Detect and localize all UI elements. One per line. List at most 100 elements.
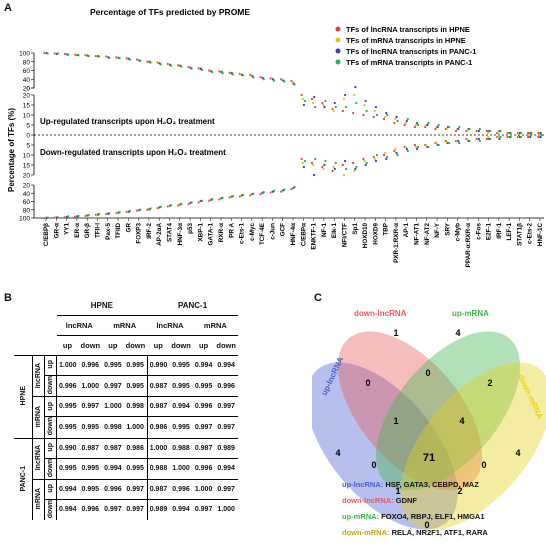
point-down [396,153,399,157]
point-down [485,137,489,141]
point-down [363,159,366,163]
point-up [373,109,376,113]
table-cell: 0.996 [192,396,215,417]
point-down [159,205,162,208]
point-down [519,135,523,139]
point-down [374,159,378,163]
x-tick-label: AP-1 [403,223,410,238]
x-tick-label: NF-AT1 [414,223,421,245]
venn-count: 71 [423,452,435,464]
table-dir-header: down [78,335,103,356]
table-cell: 0.995 [123,374,148,397]
table-row-dir: down [44,457,57,480]
row-dir-label: up [47,442,54,452]
table-cell: 0.995 [192,374,215,397]
y-tick-mid: 5 [26,123,30,130]
point-up [97,55,101,58]
point-down [458,141,461,145]
point-up [414,123,418,127]
point-up [221,72,224,75]
x-tick-label: PR A [228,223,235,238]
point-up [537,131,540,135]
point-down [200,199,204,202]
x-tick-label: c-Fos [475,223,482,240]
table-cell: 0.995 [123,355,148,376]
table-cell: 0.989 [214,437,238,459]
point-down [478,139,481,143]
point-up [322,103,325,107]
point-up [283,80,286,83]
point-up [321,101,324,105]
table-cell: 1.000 [123,416,148,439]
point-down [509,135,512,139]
x-tick-label: C/EBPα [300,223,307,246]
table-row-dir: up [44,478,57,500]
point-down [118,211,121,214]
point-up [303,99,306,103]
point-down [313,173,316,177]
point-up [344,105,348,109]
table-cell: 0.997 [102,374,124,397]
point-down [354,167,357,171]
point-down [384,151,387,155]
point-down [444,139,447,143]
row-dir-label: up [47,360,54,369]
table-cell: 0.995 [102,355,124,376]
point-up [211,71,214,74]
point-down [352,161,355,165]
gene-list: RELA, NR2F1, ATF1, RARA [389,528,488,537]
point-up [252,76,255,79]
point-down [477,137,480,141]
table-row-dir: up [44,437,57,459]
table-cell: 0.997 [78,396,103,417]
table-cell: 0.987 [192,437,215,459]
point-up [404,121,407,125]
point-up [394,117,397,121]
venn-set-label: down-lncRNA [354,309,407,318]
point-up [424,125,427,129]
point-up [352,111,355,115]
point-up [375,113,379,117]
x-tick-label: c-Myb [455,223,462,241]
table-cell: 0.994 [56,478,79,500]
point-down [406,149,409,153]
x-tick-label: FOXP3 [136,223,143,244]
point-up [323,105,326,109]
point-down [372,155,375,159]
point-up [497,131,500,135]
y-tick-mid: 20 [23,93,31,100]
x-axis-labels: C/EBPβ GR-α YY1 ER-α GR-β TFII-I Pax-5 TFIID GR F… [43,218,544,267]
point-down [529,135,532,139]
point-down [499,135,502,139]
venn-count: 4 [335,448,340,458]
table-cell: 1.000 [169,457,193,480]
point-down [395,151,398,155]
point-down [242,193,245,196]
table-cell: 0.997 [192,416,215,439]
row-dir-label: up [47,484,54,493]
x-tick-label: p53 [187,223,194,234]
point-up [468,127,471,131]
y-tick-mid: 10 [23,153,31,160]
table-cell: 0.986 [147,416,170,439]
point-up [374,105,378,109]
point-down [385,157,388,161]
table-cell: 0.996 [169,478,193,500]
table-cell: 0.995 [56,416,79,439]
x-tick-label: HNF-1C [537,223,544,247]
point-down [332,165,335,169]
table-cell: 1.000 [102,396,124,417]
point-down [87,214,90,217]
point-down [128,209,132,213]
y-tick-upper: 60 [23,68,31,75]
point-up [354,86,357,89]
y-tick-lower: 100 [19,216,30,223]
point-down [353,169,356,173]
point-up [519,131,523,135]
table-dir-header: up [102,335,124,356]
point-up [291,80,294,83]
point-up [426,123,429,127]
point-down [314,157,317,161]
table-cell: 0.986 [123,437,148,459]
point-up [363,103,366,107]
